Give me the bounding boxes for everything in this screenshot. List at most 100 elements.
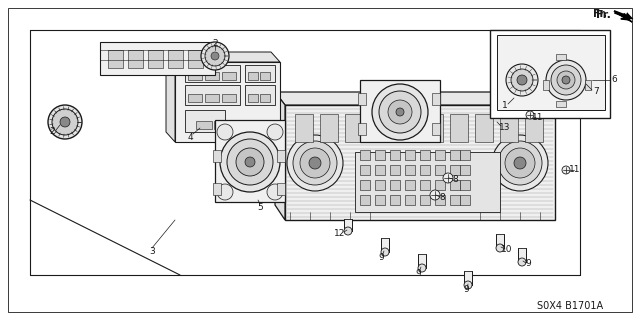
Circle shape: [526, 111, 534, 119]
Circle shape: [498, 141, 542, 185]
Polygon shape: [100, 42, 215, 75]
Bar: [214, 121, 222, 129]
Bar: [375, 195, 385, 205]
Polygon shape: [614, 11, 632, 22]
Bar: [248, 94, 258, 102]
Text: 9: 9: [525, 260, 531, 268]
Bar: [260, 94, 270, 102]
Bar: [390, 150, 400, 160]
Bar: [400, 114, 418, 142]
Circle shape: [506, 64, 538, 96]
Bar: [497, 35, 605, 110]
Bar: [185, 65, 240, 82]
Bar: [381, 238, 389, 252]
Ellipse shape: [267, 124, 283, 140]
Circle shape: [309, 157, 321, 169]
Bar: [420, 150, 430, 160]
Ellipse shape: [217, 124, 233, 140]
Bar: [277, 183, 285, 195]
Circle shape: [379, 91, 421, 133]
Polygon shape: [275, 92, 555, 105]
Circle shape: [293, 141, 337, 185]
Bar: [148, 50, 163, 68]
Ellipse shape: [518, 258, 526, 266]
Ellipse shape: [344, 227, 352, 235]
Circle shape: [201, 42, 229, 70]
Bar: [460, 150, 470, 160]
Text: S0X4 B1701A: S0X4 B1701A: [537, 301, 603, 311]
Text: 2: 2: [212, 38, 218, 47]
Text: 7: 7: [593, 87, 599, 97]
Bar: [450, 165, 460, 175]
Bar: [213, 150, 221, 162]
Text: 5: 5: [257, 204, 263, 212]
Polygon shape: [285, 105, 555, 220]
Bar: [222, 94, 236, 102]
Ellipse shape: [464, 281, 472, 289]
Bar: [205, 72, 219, 80]
Circle shape: [60, 117, 70, 127]
Text: 9: 9: [463, 285, 469, 294]
Bar: [490, 30, 610, 118]
Circle shape: [551, 65, 581, 95]
Polygon shape: [175, 62, 280, 142]
Text: 2: 2: [49, 127, 55, 137]
Circle shape: [396, 108, 404, 116]
Bar: [358, 93, 366, 105]
Bar: [355, 152, 500, 212]
Bar: [375, 165, 385, 175]
Circle shape: [443, 173, 453, 183]
Bar: [556, 101, 566, 107]
Polygon shape: [166, 52, 280, 62]
Ellipse shape: [496, 244, 504, 252]
Bar: [435, 165, 445, 175]
Circle shape: [546, 60, 586, 100]
Circle shape: [430, 190, 440, 200]
Text: 1: 1: [502, 100, 508, 109]
Bar: [360, 165, 370, 175]
Text: 9: 9: [378, 252, 384, 261]
Bar: [405, 165, 415, 175]
Circle shape: [227, 139, 273, 185]
Polygon shape: [166, 52, 175, 142]
Text: 9: 9: [415, 268, 421, 277]
Bar: [450, 114, 468, 142]
Bar: [585, 80, 591, 90]
Bar: [405, 180, 415, 190]
Bar: [518, 248, 526, 262]
Text: 4: 4: [187, 132, 193, 141]
Polygon shape: [215, 120, 285, 202]
Bar: [420, 180, 430, 190]
Bar: [245, 85, 275, 105]
Bar: [128, 50, 143, 68]
Polygon shape: [275, 92, 285, 220]
Bar: [375, 114, 393, 142]
Circle shape: [287, 135, 343, 191]
Bar: [344, 219, 352, 231]
Bar: [450, 150, 460, 160]
Bar: [358, 123, 366, 135]
Bar: [460, 180, 470, 190]
Bar: [375, 150, 385, 160]
Circle shape: [372, 84, 428, 140]
Text: Fr.: Fr.: [596, 10, 611, 20]
Bar: [205, 94, 219, 102]
Circle shape: [492, 135, 548, 191]
Bar: [460, 165, 470, 175]
Bar: [185, 110, 225, 132]
Text: 10: 10: [501, 245, 513, 254]
Bar: [188, 50, 203, 68]
Bar: [320, 114, 338, 142]
Bar: [360, 195, 370, 205]
Bar: [405, 150, 415, 160]
Circle shape: [505, 148, 535, 178]
Text: 6: 6: [611, 76, 617, 84]
Bar: [432, 123, 440, 135]
Circle shape: [300, 148, 330, 178]
Bar: [185, 85, 240, 105]
Text: 8: 8: [452, 175, 458, 185]
Bar: [418, 254, 426, 268]
Bar: [405, 195, 415, 205]
Bar: [345, 114, 363, 142]
Text: 12: 12: [334, 228, 346, 237]
